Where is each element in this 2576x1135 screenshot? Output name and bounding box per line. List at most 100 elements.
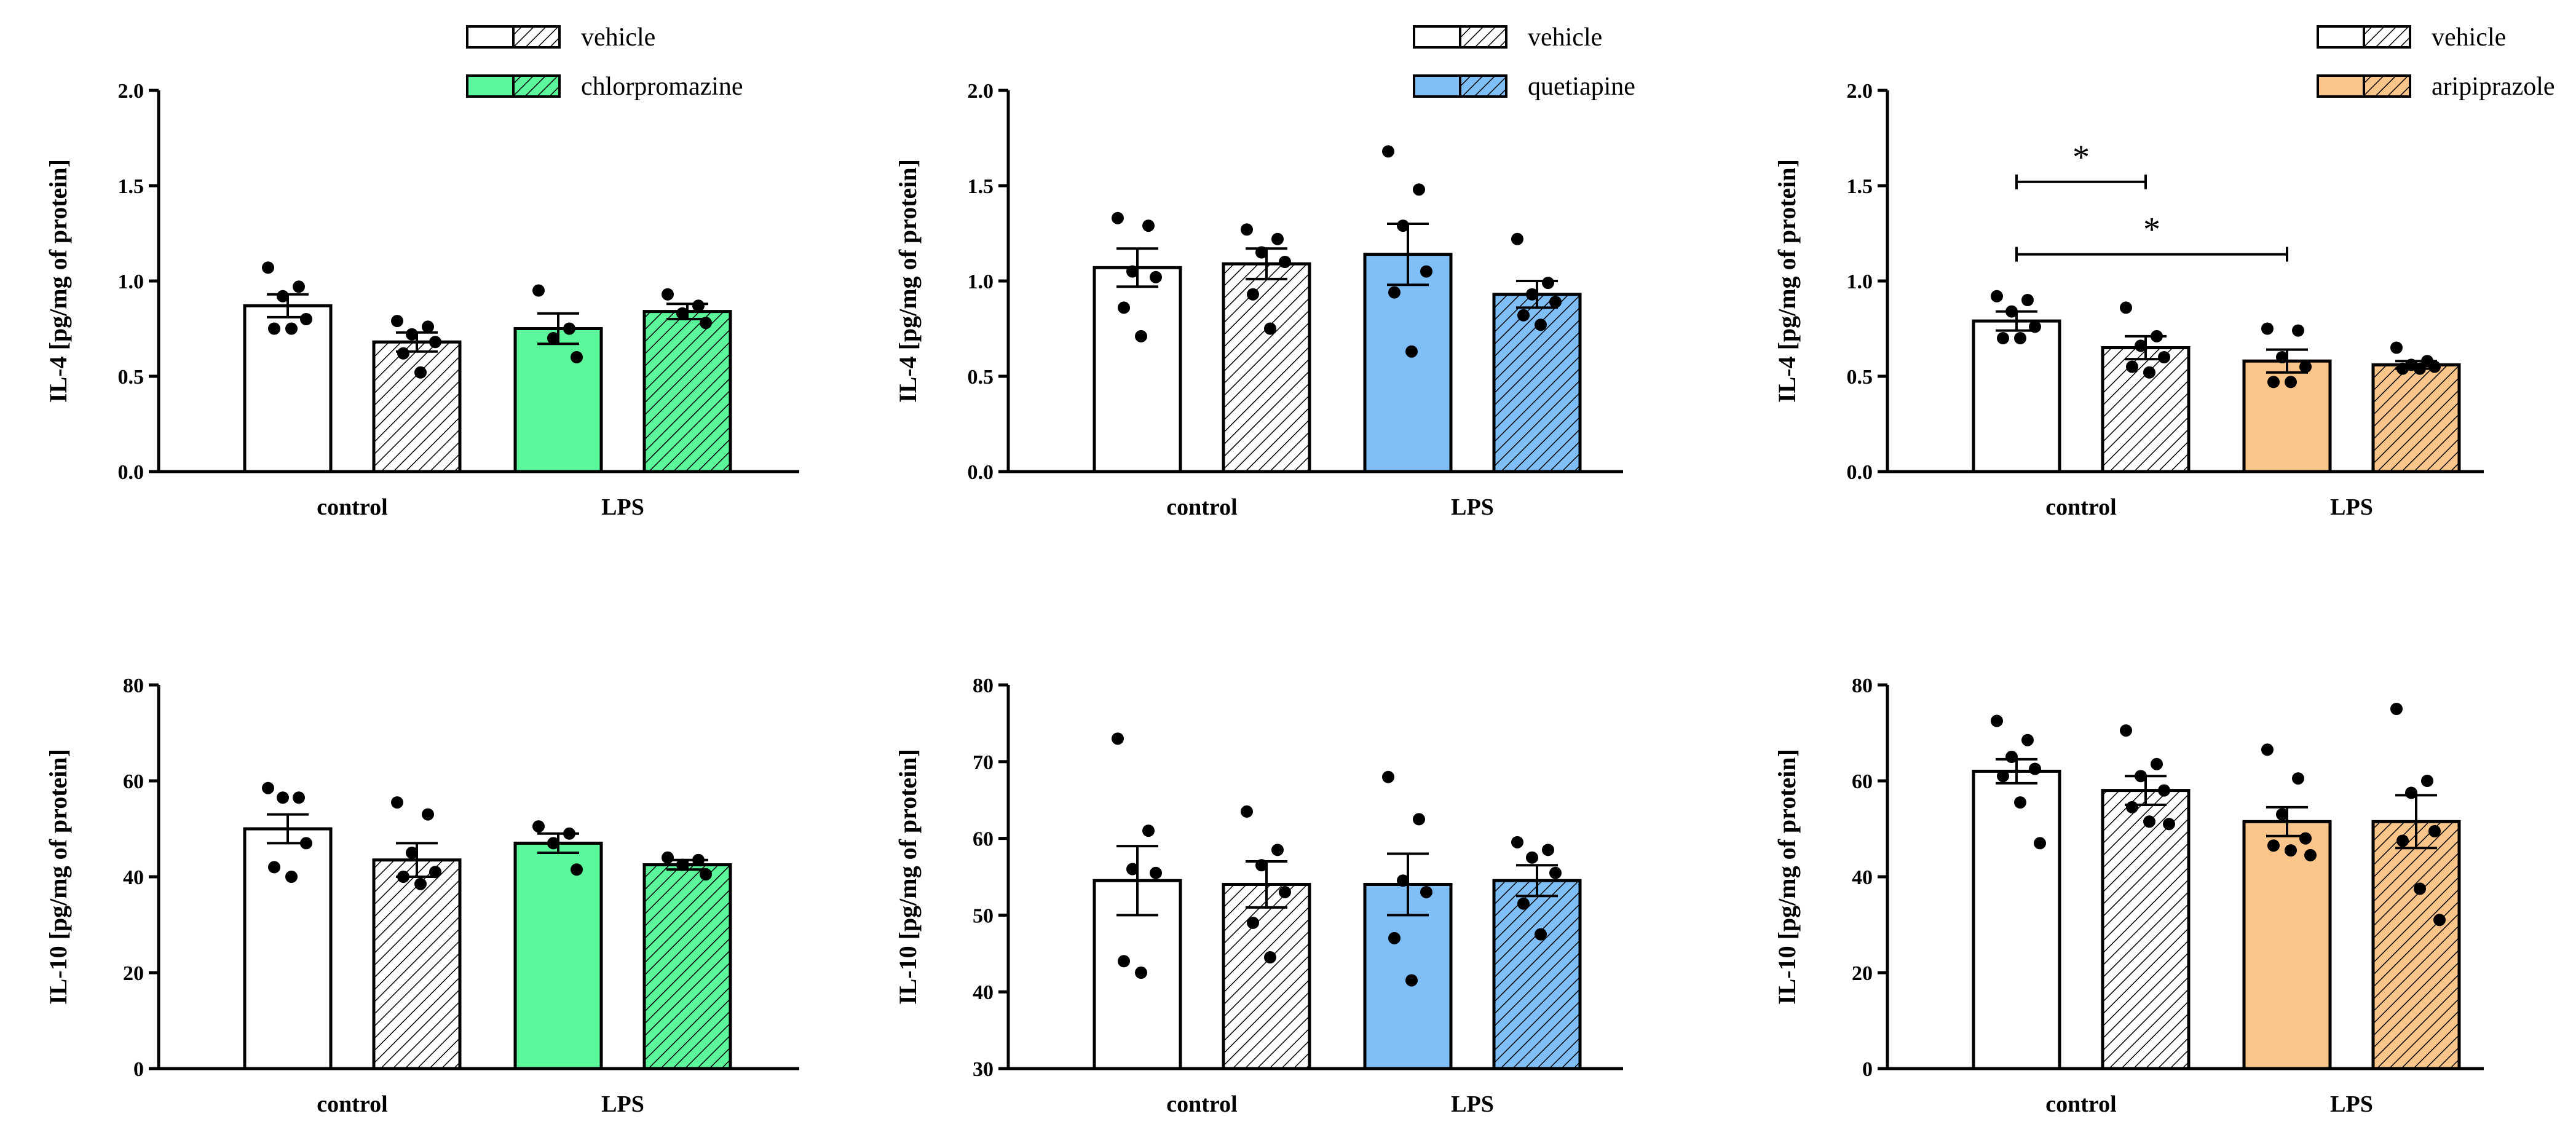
bar-fill <box>515 843 601 1069</box>
data-point <box>700 317 712 330</box>
data-point <box>2143 366 2155 379</box>
data-point <box>293 280 305 293</box>
data-point <box>676 307 689 320</box>
significance-bracket: * <box>2015 138 2147 189</box>
bar-lps-drug <box>1492 232 1582 473</box>
bar-fill <box>2244 821 2330 1069</box>
y-tick-label: 40 <box>1852 866 1873 889</box>
data-point <box>2014 332 2026 344</box>
data-point <box>1255 246 1268 259</box>
y-tick-label: 0.0 <box>118 461 144 484</box>
data-point <box>285 322 298 335</box>
bar-control-vehicle <box>243 781 333 1070</box>
data-point <box>2299 832 2312 845</box>
bar-control-vehicle <box>243 261 333 473</box>
bar-fill <box>245 829 331 1069</box>
bar-control-drug <box>2101 301 2191 473</box>
bar-control-vehicle <box>1092 212 1182 473</box>
y-axis-label: IL-4 [pg/mg of protein] <box>1773 159 1801 403</box>
data-point <box>1126 863 1139 876</box>
data-point <box>1247 288 1259 301</box>
data-point <box>2285 844 2297 857</box>
data-point <box>1264 322 1276 335</box>
data-point <box>1382 770 1394 783</box>
data-point <box>547 332 559 344</box>
bar-hatch <box>2103 347 2189 472</box>
data-point <box>532 820 545 833</box>
data-point <box>2414 362 2426 375</box>
bar-hatch <box>644 311 730 472</box>
bar-lps-vehicle <box>1363 145 1453 473</box>
data-point <box>285 871 298 883</box>
data-point <box>547 837 559 850</box>
data-point <box>2021 294 2034 306</box>
y-axis-label: IL-10 [pg/mg of protein] <box>1773 749 1801 1005</box>
data-point <box>262 261 274 274</box>
legend: vehicle chlorpromazine <box>466 23 743 101</box>
data-point <box>1397 874 1409 887</box>
data-point <box>1150 271 1162 283</box>
data-point <box>571 351 583 363</box>
bar-fill <box>1365 254 1451 472</box>
bar-lps-drug <box>642 851 732 1070</box>
data-point <box>692 853 705 866</box>
data-point <box>391 796 403 809</box>
y-axis-label: IL-10 [pg/mg of protein] <box>44 749 72 1005</box>
bar-control-drug <box>372 796 462 1070</box>
bar-lps-drug <box>1492 836 1582 1070</box>
data-point <box>422 320 434 333</box>
bar-lps-vehicle <box>2242 743 2332 1070</box>
bar-hatch <box>1494 880 1580 1069</box>
data-point <box>2261 743 2274 756</box>
y-tick-label: 2.0 <box>118 80 144 103</box>
legend-label: chlorpromazine <box>581 73 743 101</box>
data-point <box>397 871 409 883</box>
data-point <box>700 868 712 881</box>
bar-fill <box>515 328 601 472</box>
legend-swatch-hatch <box>2363 74 2411 98</box>
legend-swatch-hatch <box>1459 74 1507 98</box>
data-point <box>397 347 409 360</box>
bar-lps-drug <box>2371 341 2461 473</box>
y-tick-label: 0 <box>1862 1058 1873 1081</box>
y-tick-label: 2.0 <box>968 80 994 103</box>
data-point <box>1405 974 1418 987</box>
data-point <box>300 313 312 325</box>
bar-hatch <box>374 342 460 472</box>
bar-hatch <box>644 864 730 1069</box>
legend-label: vehicle <box>2432 23 2506 52</box>
data-point <box>1542 277 1554 290</box>
y-tick-label: 40 <box>973 981 994 1004</box>
data-point <box>422 808 434 821</box>
bar-lps-drug <box>642 288 732 473</box>
y-tick-label: 1.5 <box>968 175 994 198</box>
chart-panel-3: 0.0 0.5 1.0 1.5 2.0 IL-4 [pg/mg of protein] co… <box>1773 23 2555 520</box>
bar-hatch <box>2373 821 2459 1069</box>
data-point <box>2421 775 2433 787</box>
significance-label: * <box>2072 138 2090 176</box>
data-point <box>2267 376 2280 389</box>
data-point <box>2120 724 2132 737</box>
data-point <box>2005 305 2018 318</box>
data-point <box>2034 837 2046 850</box>
category-label: control <box>317 494 387 520</box>
data-point <box>414 877 427 890</box>
data-point <box>2396 834 2409 847</box>
data-point <box>2163 818 2175 831</box>
data-point <box>2151 330 2163 342</box>
data-point <box>1135 967 1147 979</box>
data-point <box>571 863 583 876</box>
chart-panel-6: 0 20 40 60 80 IL-10 [pg/mg of protein] control… <box>1773 674 2484 1117</box>
y-tick-label: 1.0 <box>1847 271 1873 293</box>
y-tick-label: 0.5 <box>1847 366 1873 389</box>
legend-swatch-solid <box>2317 25 2365 49</box>
data-point <box>1991 290 2003 303</box>
y-tick-label: 0.5 <box>118 366 144 389</box>
y-tick-label: 2.0 <box>1847 80 1873 103</box>
y-tick-label: 0.0 <box>968 461 994 484</box>
legend-swatch-solid <box>2317 74 2365 98</box>
y-tick-label: 60 <box>973 828 994 851</box>
data-point <box>1279 256 1291 268</box>
data-point <box>1420 265 1432 278</box>
